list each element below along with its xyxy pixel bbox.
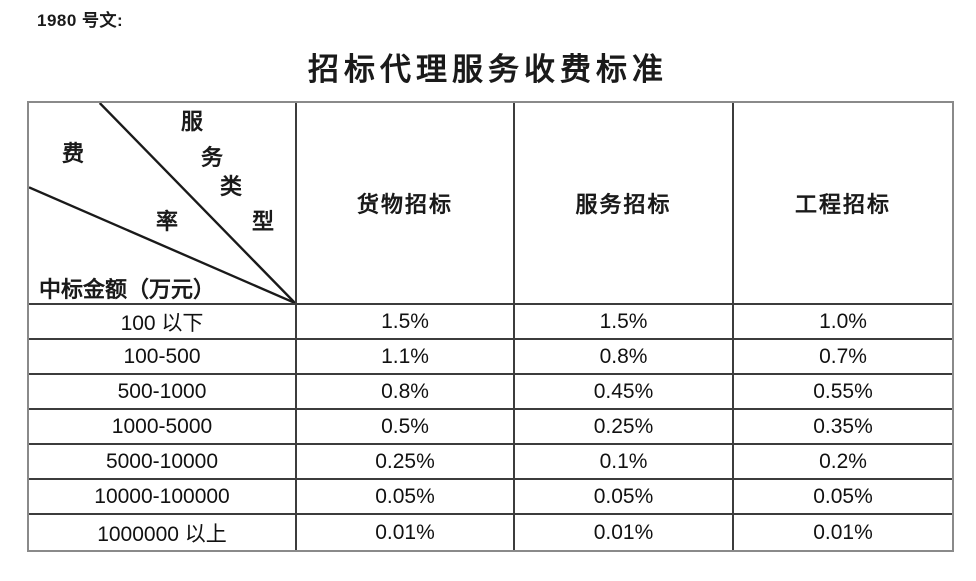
corner-service-type-char-2: 务: [201, 145, 224, 171]
goods-rate-cell: 0.05%: [297, 480, 515, 515]
column-header-service: 服务招标: [515, 103, 734, 305]
works-rate-cell: 0.01%: [734, 515, 952, 550]
column-header-works: 工程招标: [734, 103, 952, 305]
corner-service-type-char-1: 服: [181, 109, 204, 135]
table-row: 10000-100000 0.05% 0.05% 0.05%: [29, 480, 952, 515]
amount-range-cell: 1000000 以上: [29, 515, 297, 550]
table-row: 1000-5000 0.5% 0.25% 0.35%: [29, 410, 952, 445]
lower-diagonal-line: [29, 186, 295, 303]
corner-amount-label: 中标金额（万元）: [39, 277, 216, 303]
works-rate-cell: 0.2%: [734, 445, 952, 480]
table-row: 1000000 以上 0.01% 0.01% 0.01%: [29, 515, 952, 550]
goods-rate-cell: 0.5%: [297, 410, 515, 445]
amount-range-cell: 500-1000: [29, 375, 297, 410]
works-rate-cell: 1.0%: [734, 305, 952, 340]
service-rate-cell: 0.01%: [515, 515, 734, 550]
corner-rate-char: 率: [156, 209, 179, 235]
goods-rate-cell: 1.1%: [297, 340, 515, 375]
table-row: 100 以下 1.5% 1.5% 1.0%: [29, 305, 952, 340]
upper-diagonal-line: [98, 103, 295, 303]
table-row: 5000-10000 0.25% 0.1% 0.2%: [29, 445, 952, 480]
goods-rate-cell: 0.8%: [297, 375, 515, 410]
amount-range-cell: 100 以下: [29, 305, 297, 340]
table-row: 500-1000 0.8% 0.45% 0.55%: [29, 375, 952, 410]
works-rate-cell: 0.05%: [734, 480, 952, 515]
corner-fee-char: 费: [62, 141, 85, 167]
corner-header-cell: 费 率 服 务 类 型 中标金额（万元）: [29, 103, 297, 305]
works-rate-cell: 0.35%: [734, 410, 952, 445]
goods-rate-cell: 1.5%: [297, 305, 515, 340]
amount-range-cell: 10000-100000: [29, 480, 297, 515]
amount-range-cell: 100-500: [29, 340, 297, 375]
column-header-goods: 货物招标: [297, 103, 515, 305]
amount-range-cell: 5000-10000: [29, 445, 297, 480]
service-rate-cell: 0.45%: [515, 375, 734, 410]
service-rate-cell: 1.5%: [515, 305, 734, 340]
service-rate-cell: 0.8%: [515, 340, 734, 375]
corner-service-type-char-3: 类: [220, 174, 243, 200]
fee-table: 费 率 服 务 类 型 中标金额（万元） 货物招标 服务招标 工程招标 100 …: [27, 101, 954, 552]
page-title: 招标代理服务收费标准: [308, 52, 668, 88]
doc-number-label: 1980 号文:: [37, 11, 124, 30]
header-row: 费 率 服 务 类 型 中标金额（万元） 货物招标 服务招标 工程招标: [29, 103, 952, 305]
amount-range-cell: 1000-5000: [29, 410, 297, 445]
table-row: 100-500 1.1% 0.8% 0.7%: [29, 340, 952, 375]
works-rate-cell: 0.7%: [734, 340, 952, 375]
diagonal-split-lines: [29, 103, 295, 303]
goods-rate-cell: 0.01%: [297, 515, 515, 550]
service-rate-cell: 0.1%: [515, 445, 734, 480]
service-rate-cell: 0.25%: [515, 410, 734, 445]
corner-service-type-char-4: 型: [252, 209, 275, 235]
service-rate-cell: 0.05%: [515, 480, 734, 515]
works-rate-cell: 0.55%: [734, 375, 952, 410]
goods-rate-cell: 0.25%: [297, 445, 515, 480]
